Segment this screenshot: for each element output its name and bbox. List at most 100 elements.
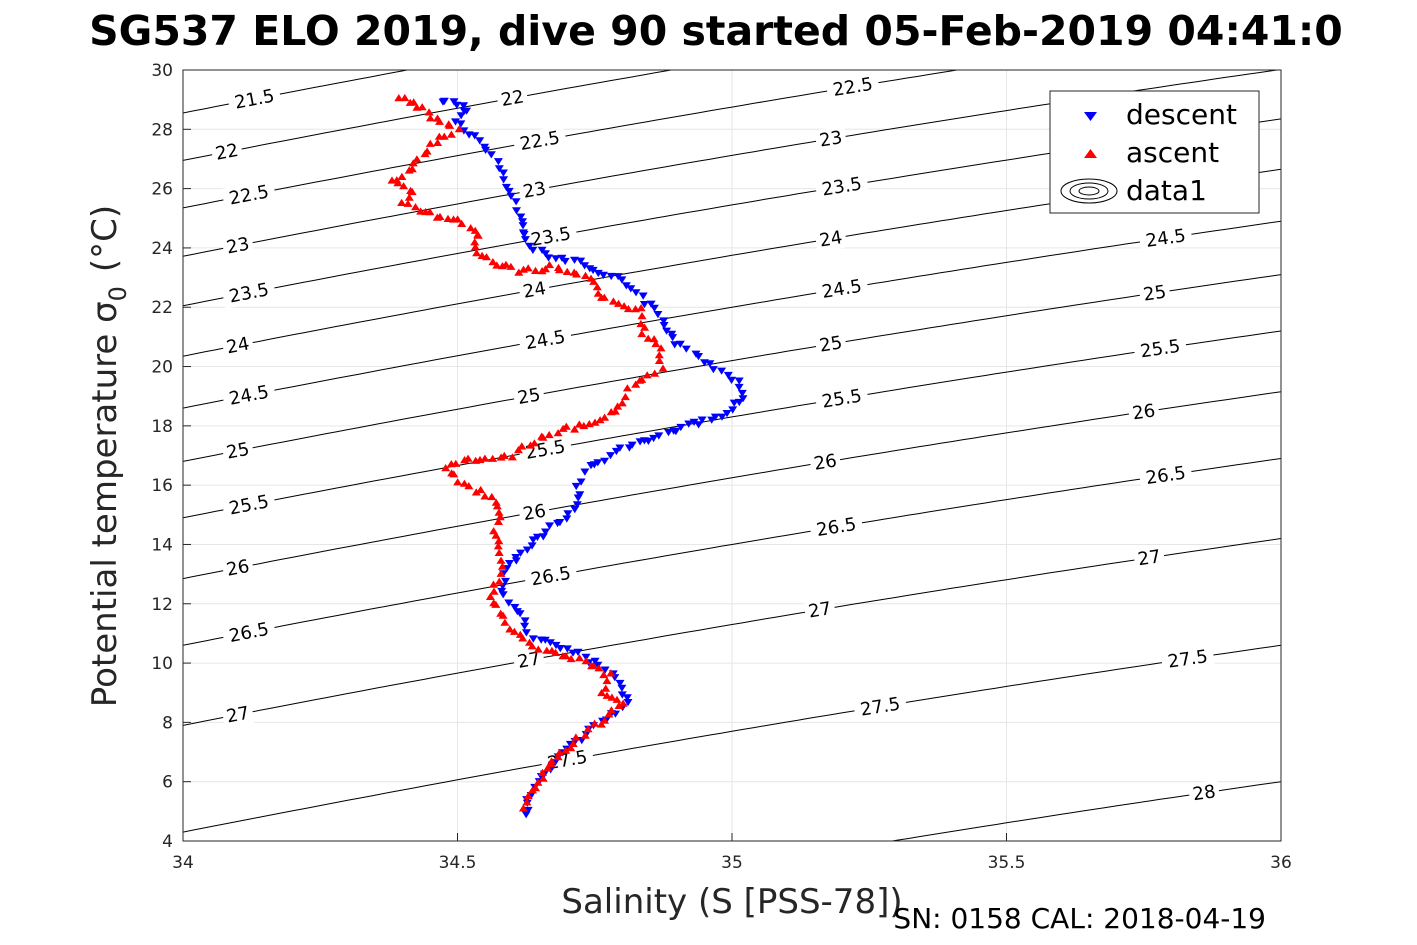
- contour-label-bg: [814, 171, 870, 202]
- contour-label-bg: [814, 225, 848, 253]
- descent-point: [498, 169, 508, 177]
- descent-point: [521, 811, 531, 819]
- contour-label-bg: [226, 83, 283, 115]
- ascent-point: [517, 442, 527, 450]
- ascent-point: [409, 98, 419, 106]
- descent-point: [570, 506, 580, 514]
- contour-label-bg: [523, 560, 579, 592]
- ascent-point: [492, 261, 502, 269]
- isopycnal-26: [183, 391, 1281, 580]
- x-tick-label: 34.5: [439, 853, 477, 873]
- descent-point: [717, 367, 727, 375]
- x-tick-label: 35: [721, 853, 743, 873]
- descent-point: [697, 416, 707, 424]
- descent-point: [511, 557, 521, 565]
- ascent-point: [635, 376, 645, 384]
- ascent-point: [538, 768, 547, 776]
- ascent-point: [606, 669, 616, 677]
- descent-point: [649, 304, 659, 312]
- contour-label-group: 27: [803, 596, 837, 624]
- descent-point: [670, 341, 680, 349]
- y-tick-label: 26: [151, 180, 173, 200]
- ascent-point: [528, 786, 537, 794]
- descent-point: [622, 694, 632, 702]
- descent-point: [545, 522, 555, 530]
- legend-descent-label: descent: [1126, 98, 1237, 131]
- ascent-point: [501, 260, 511, 268]
- descent-point: [705, 360, 715, 368]
- y-axis-ticks: 4 6 8 10 12 14 16 18 20 22 24 26 28 30: [151, 61, 191, 852]
- ascent-point: [446, 460, 456, 468]
- contour-label-bg: [210, 138, 244, 166]
- descent-point: [516, 213, 526, 221]
- descent-point: [737, 389, 747, 398]
- descent-point: [540, 636, 550, 644]
- contour-label-group: 22: [210, 138, 244, 166]
- y-axis-label-main: Potential temperature σ: [85, 301, 125, 707]
- descent-point: [694, 353, 703, 361]
- ascent-point: [497, 562, 507, 570]
- ascent-point: [574, 420, 584, 428]
- ascent-point: [527, 642, 537, 650]
- descent-point: [562, 515, 572, 523]
- ascent-point: [571, 733, 581, 741]
- contour-label-bg: [221, 437, 255, 465]
- contour-label: 26: [812, 450, 838, 474]
- descent-point: [515, 610, 525, 618]
- ascent-point: [482, 253, 491, 261]
- descent-point: [635, 438, 645, 446]
- ascent-point: [425, 139, 435, 147]
- ascent-point: [570, 425, 580, 433]
- contour-label-bg: [814, 330, 848, 358]
- ascent-point: [631, 380, 641, 388]
- descent-point: [662, 327, 672, 335]
- ascent-point: [654, 356, 664, 364]
- legend-ascent-marker: [1084, 149, 1097, 158]
- ascent-point: [562, 267, 572, 275]
- contour-label-group: 23: [517, 176, 552, 204]
- descent-point: [676, 423, 686, 432]
- descent-point: [545, 639, 555, 647]
- ascent-point: [514, 268, 524, 276]
- ascent-point: [561, 746, 571, 754]
- contour-label-group: 22.5: [825, 71, 881, 102]
- contour-label-bg: [1132, 544, 1166, 571]
- ascent-point: [658, 364, 668, 372]
- descent-point: [470, 132, 480, 140]
- descent-point: [623, 699, 633, 707]
- isopycnal-26.5: [183, 458, 1281, 646]
- descent-point: [560, 257, 570, 266]
- y-axis-label-sub: 0: [104, 286, 132, 301]
- ascent-point: [480, 492, 490, 500]
- ascent-point: [590, 719, 600, 727]
- ascent-point: [470, 238, 480, 246]
- ascent-point: [602, 676, 612, 685]
- contour-label-bg: [221, 231, 255, 260]
- ascent-point: [470, 243, 480, 251]
- ascent-point: [523, 264, 533, 272]
- ascent-point: [640, 323, 650, 331]
- descent-point: [439, 97, 449, 105]
- descent-point: [512, 207, 521, 215]
- contour-label-bg: [517, 498, 552, 526]
- ascent-point: [592, 283, 602, 291]
- isopycnal-21.5: [183, 70, 410, 114]
- contour-label-group: 24.5: [814, 273, 870, 304]
- ascent-point: [650, 369, 660, 377]
- contour-label-bg: [221, 179, 277, 211]
- descent-point: [481, 146, 491, 154]
- ascent-point: [457, 219, 467, 227]
- descent-point: [504, 599, 514, 607]
- ascent-point: [619, 302, 629, 310]
- ascent-point: [566, 744, 576, 752]
- y-tick-label: 18: [151, 417, 173, 437]
- contour-label-group: 26: [517, 498, 552, 526]
- ascent-point: [460, 456, 470, 464]
- ascent-point: [599, 670, 609, 679]
- contour-label: 25: [1142, 282, 1168, 306]
- descent-point: [659, 322, 669, 330]
- descent-point: [708, 366, 718, 374]
- contour-label: 24: [225, 333, 251, 358]
- ascent-point: [487, 492, 497, 501]
- descent-point: [621, 282, 631, 290]
